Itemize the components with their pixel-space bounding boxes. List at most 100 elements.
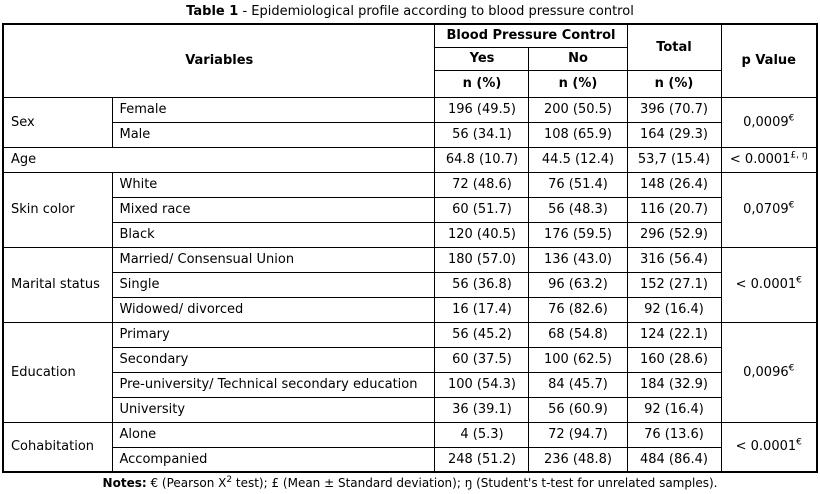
value-total-cell: 160 (28.6) [626,346,722,373]
table-row-cohabitation-alone: Cohabitation Alone 4 (5.3) 72 (94.7) 76 … [2,421,818,473]
p-value-superscript: € [788,363,795,374]
value-yes-cell: 180 (57.0) [434,246,530,273]
value-no-cell: 100 (62.5) [528,346,628,373]
header-row-1: Variables Blood Pressure Control Total p… [2,23,818,98]
value-no-cell: 176 (59.5) [528,221,628,248]
table-body: Sex Female 196 (49.5) 200 (50.5) 396 (70… [2,96,818,473]
table-row-marital-married: Marital status Married/ Consensual Union… [2,246,818,323]
value-no-cell: 56 (60.9) [528,396,628,423]
value-total-cell: 396 (70.7) [626,96,722,123]
value-total-cell: 92 (16.4) [626,396,722,423]
category-cell-marital-status: Marital status [2,246,114,323]
subcategory-cell: Mixed race [112,196,436,223]
table-row-education-university: University 36 (39.1) 56 (60.9) 92 (16.4) [3,396,817,423]
subcategory-cell: Black [112,221,436,248]
value-total-cell: 53,7 (15.4) [626,146,722,173]
p-value-superscript: € [788,113,795,124]
header-n-pct-total: n (%) [626,69,722,98]
p-value-cell-education: 0,0096€ [720,321,818,423]
subcategory-cell: White [112,171,436,198]
table-row-education-secondary: Secondary 60 (37.5) 100 (62.5) 160 (28.6… [3,346,817,373]
table-row-marital-single: Single 56 (36.8) 96 (63.2) 152 (27.1) [3,271,817,298]
p-value-superscript: € [796,437,802,448]
value-yes-cell: 120 (40.5) [434,221,530,248]
table-row-cohabitation-accompanied: Accompanied 248 (51.2) 236 (48.8) 484 (8… [3,446,817,473]
notes-superscript-2: 2 [226,475,233,485]
value-total-cell: 116 (20.7) [626,196,722,223]
value-yes-cell: 56 (34.1) [434,121,530,148]
header-n-pct-yes: n (%) [434,69,530,98]
notes-text-2: test); £ (Mean ± Standard deviation); ŋ … [232,476,718,490]
table-row-skin-black: Black 120 (40.5) 176 (59.5) 296 (52.9) [3,221,817,248]
value-no-cell: 108 (65.9) [528,121,628,148]
value-yes-cell: 4 (5.3) [434,421,530,448]
table-row-sex-female: Sex Female 196 (49.5) 200 (50.5) 396 (70… [2,96,818,148]
p-value-cell-cohabitation: < 0.0001€ [720,421,818,473]
table-notes: Notes: € (Pearson X2 test); £ (Mean ± St… [0,473,820,491]
subcategory-cell: Secondary [112,346,436,373]
header-no: No [528,46,628,71]
value-yes-cell: 72 (48.6) [434,171,530,198]
value-no-cell: 136 (43.0) [528,246,628,273]
p-value-text: < 0.0001 [735,277,797,292]
value-total-cell: 484 (86.4) [626,446,722,473]
value-no-cell: 200 (50.5) [528,96,628,123]
notes-label: Notes: [102,476,147,490]
table-row-sex-male: Male 56 (34.1) 108 (65.9) 164 (29.3) [3,121,817,148]
header-row-2: Yes No [3,46,817,71]
subcategory-cell: University [112,396,436,423]
value-yes-cell: 56 (36.8) [434,271,530,298]
table-row-skin-white: Skin color White 72 (48.6) 76 (51.4) 148… [2,171,818,248]
subcategory-cell: Single [112,271,436,298]
header-bp-control: Blood Pressure Control [434,23,628,48]
header-p-value: p Value [720,23,818,98]
value-yes-cell: 16 (17.4) [434,296,530,323]
subcategory-cell: Alone [112,421,436,448]
value-no-cell: 68 (54.8) [528,321,628,348]
p-value-cell-age: < 0.0001£, ŋ [720,146,818,173]
p-value-text: 0,0009 [743,114,789,130]
table-title: Table 1 - Epidemiological profile accord… [0,0,820,23]
value-total-cell: 148 (26.4) [626,171,722,198]
value-total-cell: 316 (56.4) [626,246,722,273]
subcategory-cell: Male [112,121,436,148]
value-total-cell: 76 (13.6) [626,421,722,448]
p-value-text: < 0.0001 [735,439,797,455]
value-no-cell: 76 (82.6) [528,296,628,323]
value-yes-cell: 56 (45.2) [434,321,530,348]
value-yes-cell: 64.8 (10.7) [434,146,530,173]
value-yes-cell: 248 (51.2) [434,446,530,473]
header-variables: Variables [2,23,436,98]
header-yes: Yes [434,46,530,71]
value-total-cell: 164 (29.3) [626,121,722,148]
subcategory-cell: Pre-university/ Technical secondary educ… [112,371,436,398]
category-cell-sex: Sex [2,96,114,148]
p-value-cell-marital-status: < 0.0001€ [720,246,818,323]
category-cell-age: Age [2,146,436,173]
p-value-superscript: € [788,200,795,211]
p-value-cell-skin-color: 0,0709€ [720,171,818,248]
p-value-superscript: € [796,275,802,286]
category-cell-skin-color: Skin color [2,171,114,248]
table-row-education-preuniversity: Pre-university/ Technical secondary educ… [3,371,817,398]
header-row-3: n (%) n (%) n (%) [3,69,817,98]
value-total-cell: 152 (27.1) [626,271,722,298]
value-no-cell: 236 (48.8) [528,446,628,473]
subcategory-cell: Married/ Consensual Union [112,246,436,273]
category-cell-cohabitation: Cohabitation [2,421,114,473]
subcategory-cell: Widowed/ divorced [112,296,436,323]
table-header: Variables Blood Pressure Control Total p… [2,23,818,98]
value-yes-cell: 60 (51.7) [434,196,530,223]
p-value-text: 0,0096 [743,364,789,380]
value-no-cell: 76 (51.4) [528,171,628,198]
value-no-cell: 56 (48.3) [528,196,628,223]
value-no-cell: 84 (45.7) [528,371,628,398]
subcategory-cell: Primary [112,321,436,348]
table-row-education-primary: Education Primary 56 (45.2) 68 (54.8) 12… [2,321,818,423]
table-title-text: - Epidemiological profile according to b… [242,4,634,19]
value-yes-cell: 100 (54.3) [434,371,530,398]
table-row-marital-widowed: Widowed/ divorced 16 (17.4) 76 (82.6) 92… [3,296,817,323]
value-total-cell: 296 (52.9) [626,221,722,248]
subcategory-cell: Female [112,96,436,123]
value-yes-cell: 36 (39.1) [434,396,530,423]
